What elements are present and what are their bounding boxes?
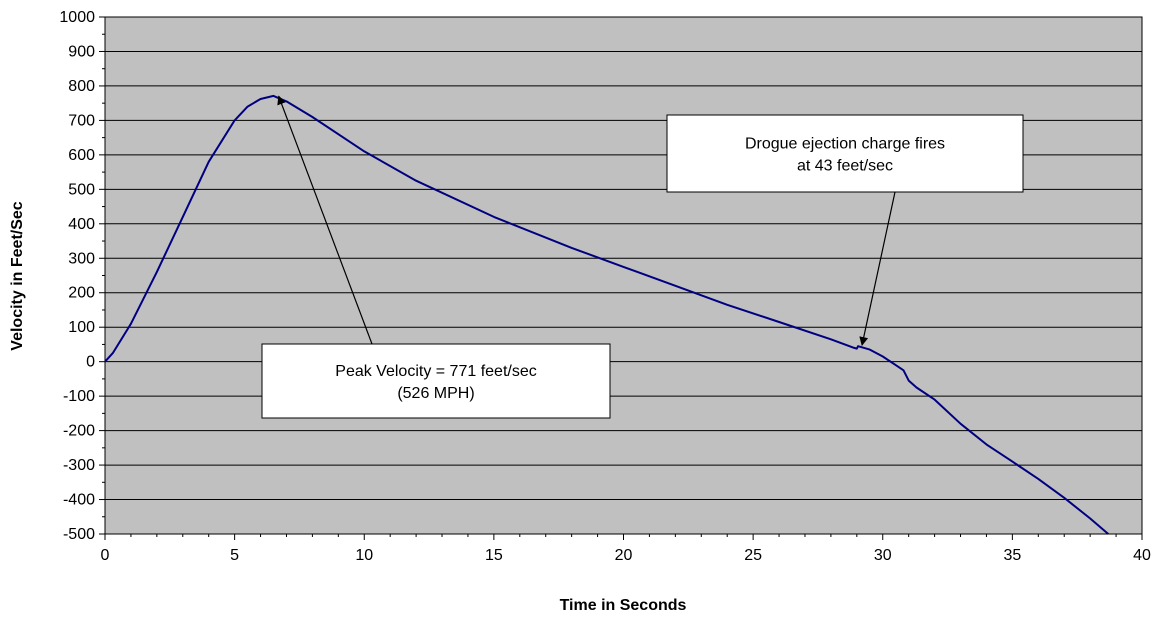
annotation-box (666, 114, 1024, 193)
plot-area (104, 16, 1143, 535)
tick-marks (99, 16, 1143, 540)
annotation-text: Peak Velocity = 771 feet/sec (335, 363, 536, 380)
x-tick-label: 10 (355, 547, 373, 564)
x-tick-label: 5 (230, 547, 239, 564)
y-tick-label: 300 (68, 250, 95, 267)
annotation-arrow (859, 191, 896, 347)
y-tick-label: 1000 (59, 9, 95, 26)
y-tick-label: -200 (63, 423, 95, 440)
annotation-text: Drogue ejection charge fires (745, 136, 945, 153)
y-tick-label: -500 (63, 526, 95, 543)
y-tick-label: 100 (68, 319, 95, 336)
y-tick-label: -400 (63, 492, 95, 509)
x-tick-label: 25 (744, 547, 762, 564)
annotation-box (261, 343, 611, 419)
y-tick-label: -100 (63, 388, 95, 405)
y-tick-label: 800 (68, 78, 95, 95)
annotation-arrow (277, 95, 373, 345)
y-tick-label: 0 (86, 354, 95, 371)
y-tick-label: 400 (68, 216, 95, 233)
x-axis-title: Time in Seconds (560, 597, 687, 614)
y-tick-label: 600 (68, 147, 95, 164)
series-line (104, 94, 1109, 535)
x-tick-label: 15 (485, 547, 503, 564)
y-tick-labels: -500 -400 -300 -200 -100 0 100 200 300 400 500 600 7… (59, 9, 95, 543)
y-tick-label: 700 (68, 112, 95, 129)
annotations: Peak Velocity = 771 feet/sec (526 MPH) Dro… (261, 95, 1024, 419)
x-tick-label: 20 (615, 547, 633, 564)
series-layer (104, 94, 1109, 535)
y-tick-label: 200 (68, 285, 95, 302)
annotation-text: at 43 feet/sec (797, 158, 893, 175)
annotation-text: (526 MPH) (397, 385, 474, 402)
y-axis-title: Velocity in Feet/Sec (9, 201, 26, 351)
y-tick-label: 900 (68, 43, 95, 60)
x-tick-labels: 0 5 10 15 20 25 30 35 40 (101, 547, 1151, 564)
y-tick-label: 500 (68, 181, 95, 198)
x-tick-label: 35 (1003, 547, 1021, 564)
x-tick-label: 30 (874, 547, 892, 564)
y-tick-label: -300 (63, 457, 95, 474)
x-tick-label: 0 (101, 547, 110, 564)
x-tick-label: 40 (1133, 547, 1151, 564)
